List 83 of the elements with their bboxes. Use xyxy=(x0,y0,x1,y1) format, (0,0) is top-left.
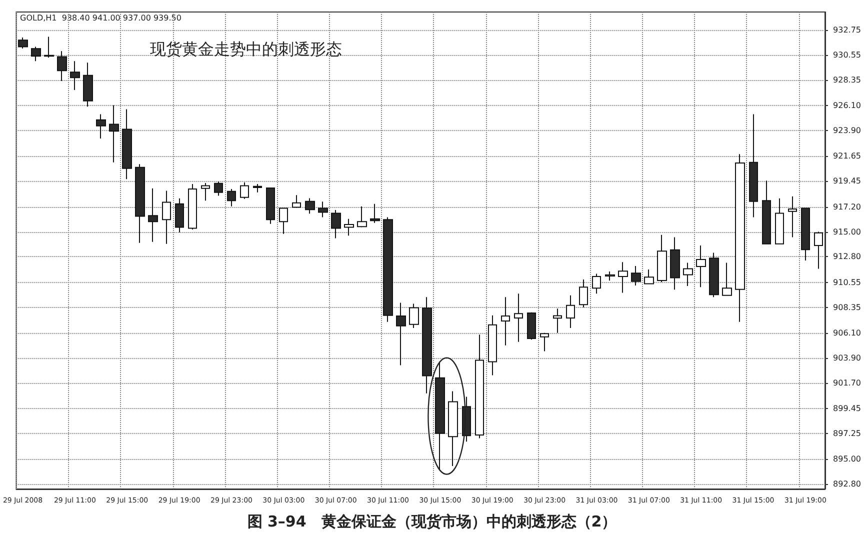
y-tick-label: 926.10 xyxy=(833,101,862,110)
candlestick xyxy=(488,314,497,376)
candlestick xyxy=(357,206,367,228)
candlestick xyxy=(657,234,667,283)
y-tick-label: 921.65 xyxy=(833,152,862,161)
candlestick xyxy=(31,46,41,62)
candlestick xyxy=(240,182,249,200)
candlestick xyxy=(383,216,393,322)
y-tick-label: 903.90 xyxy=(833,353,862,362)
candlestick xyxy=(201,182,210,202)
y-tick-label: 901.70 xyxy=(833,378,862,388)
candlestick xyxy=(135,164,145,244)
candlestick xyxy=(162,190,171,244)
candlestick xyxy=(762,180,771,245)
y-tick-label: 899.45 xyxy=(833,404,862,413)
candlestick xyxy=(188,184,197,230)
candlestick xyxy=(292,194,301,208)
candlestick xyxy=(370,203,380,224)
candlestick xyxy=(305,198,315,214)
candlestick xyxy=(670,236,680,290)
y-tick-label: 923.90 xyxy=(833,126,862,136)
y-tick-label: 928.35 xyxy=(833,76,862,85)
candlestick xyxy=(605,271,615,282)
candlestick xyxy=(18,36,28,49)
y-tick-label: 912.80 xyxy=(833,252,862,262)
candlestick xyxy=(409,303,419,328)
candlestick xyxy=(318,201,328,218)
candlestick xyxy=(279,207,288,234)
candlestick xyxy=(540,332,549,352)
candlestick xyxy=(592,273,601,294)
candlestick xyxy=(83,62,93,108)
candlestick xyxy=(527,312,536,340)
candlestick xyxy=(227,188,236,207)
y-tick-label: 895.00 xyxy=(833,454,862,464)
y-tick-label: 910.55 xyxy=(833,278,862,287)
candlestick xyxy=(331,209,341,239)
y-tick-label: 930.55 xyxy=(833,50,862,60)
y-tick-label: 897.25 xyxy=(833,428,862,438)
y-tick-label: 919.45 xyxy=(833,176,862,186)
candlestick xyxy=(175,198,184,233)
candlestick xyxy=(70,60,80,91)
y-tick-label: 932.75 xyxy=(833,26,862,35)
candlestick xyxy=(735,154,745,322)
y-tick-label: 917.20 xyxy=(833,202,862,212)
candlestick xyxy=(579,278,588,308)
candlestick xyxy=(109,104,119,163)
candlestick xyxy=(148,188,158,242)
y-tick-label: 892.80 xyxy=(833,479,862,488)
candlestick xyxy=(214,181,223,196)
candlestick xyxy=(644,268,654,284)
candlestick xyxy=(475,334,484,439)
candlestick xyxy=(566,294,575,328)
caption: 图 3–94 黄金保证金（现货市场）中的刺透形态（2） xyxy=(247,512,617,530)
candlestick xyxy=(775,198,784,245)
candlestick xyxy=(448,390,458,467)
candlestick xyxy=(514,293,523,342)
text: 现货黄金走势中的刺透形态 xyxy=(150,40,342,58)
candlestick xyxy=(344,218,354,236)
candlestick xyxy=(44,36,54,58)
candlestick xyxy=(553,308,562,334)
candlestick xyxy=(122,108,132,180)
candlestick xyxy=(696,245,706,288)
annotation: GOLD,H1 938.40 941.00 937.00 939.50 xyxy=(20,14,182,22)
y-tick-label: 906.10 xyxy=(833,328,862,338)
candlestick xyxy=(96,114,106,140)
candlestick xyxy=(396,302,406,366)
candlestick xyxy=(422,296,432,394)
candlestick xyxy=(253,184,262,193)
candlestick xyxy=(683,262,693,287)
y-tick-label: 908.35 xyxy=(833,302,862,312)
candlestick xyxy=(57,50,67,82)
y-tick-label: 915.00 xyxy=(833,227,862,236)
candlestick xyxy=(618,262,628,294)
candlestick xyxy=(435,361,445,471)
candlestick xyxy=(801,207,810,261)
candlestick xyxy=(631,266,641,286)
candlestick xyxy=(709,252,719,298)
candlestick xyxy=(788,196,797,238)
candlestick xyxy=(722,262,732,296)
candlestick xyxy=(266,186,275,224)
candlestick xyxy=(814,231,823,270)
candlestick xyxy=(749,114,758,218)
candlestick xyxy=(501,296,510,346)
